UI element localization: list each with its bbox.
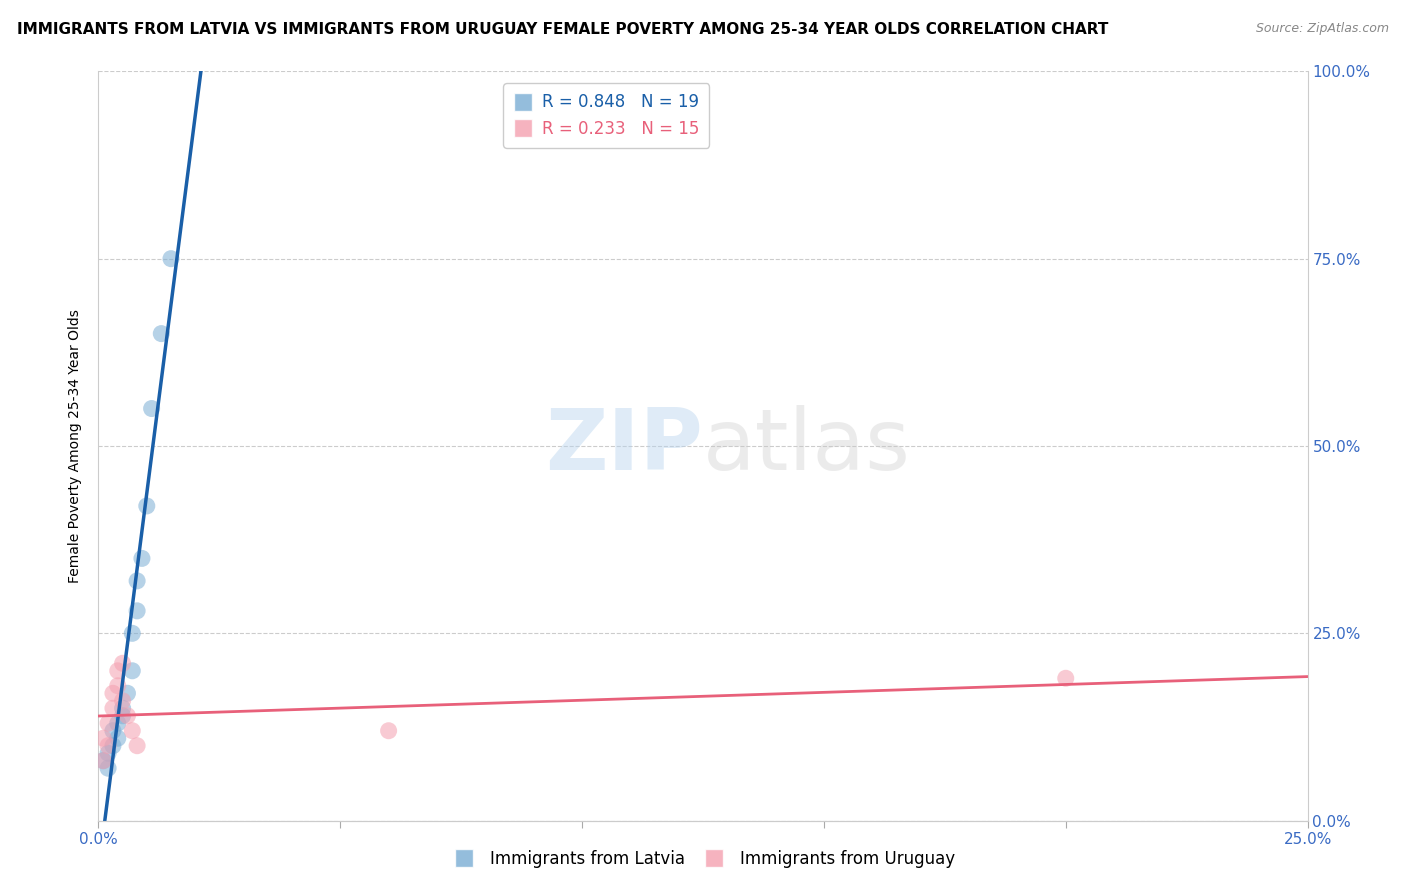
Point [107, 679, 129, 693]
Point [117, 686, 139, 700]
Point [101, 723, 124, 738]
Point [377, 723, 399, 738]
Point [97, 746, 120, 760]
Text: IMMIGRANTS FROM LATVIA VS IMMIGRANTS FROM URUGUAY FEMALE POVERTY AMONG 25-34 YEA: IMMIGRANTS FROM LATVIA VS IMMIGRANTS FRO… [17, 22, 1108, 37]
Point [111, 694, 134, 708]
Point [101, 739, 124, 753]
Point [107, 664, 129, 678]
Point [127, 604, 149, 618]
Point [107, 716, 129, 731]
Point [141, 401, 163, 416]
Legend: Immigrants from Latvia, Immigrants from Uruguay: Immigrants from Latvia, Immigrants from … [444, 844, 962, 875]
Point [117, 708, 139, 723]
Point [111, 708, 134, 723]
Point [97, 716, 120, 731]
Point [91, 731, 114, 746]
Point [97, 761, 120, 775]
Point [131, 551, 153, 566]
Point [111, 701, 134, 715]
Point [160, 252, 183, 266]
Text: ZIP: ZIP [546, 404, 703, 488]
Point [121, 723, 143, 738]
Point [121, 626, 143, 640]
Legend: R = 0.848   N = 19, R = 0.233   N = 15: R = 0.848 N = 19, R = 0.233 N = 15 [503, 84, 709, 148]
Text: Source: ZipAtlas.com: Source: ZipAtlas.com [1256, 22, 1389, 36]
Point [127, 574, 149, 588]
Point [91, 754, 114, 768]
Point [101, 686, 124, 700]
Point [111, 657, 134, 671]
Point [91, 754, 114, 768]
Point [150, 326, 173, 341]
Point [127, 739, 149, 753]
Point [135, 499, 157, 513]
Point [107, 731, 129, 746]
Point [101, 701, 124, 715]
Y-axis label: Female Poverty Among 25-34 Year Olds: Female Poverty Among 25-34 Year Olds [69, 309, 83, 583]
Point [97, 739, 120, 753]
Point [1054, 671, 1077, 685]
Point [121, 664, 143, 678]
Text: atlas: atlas [703, 404, 911, 488]
